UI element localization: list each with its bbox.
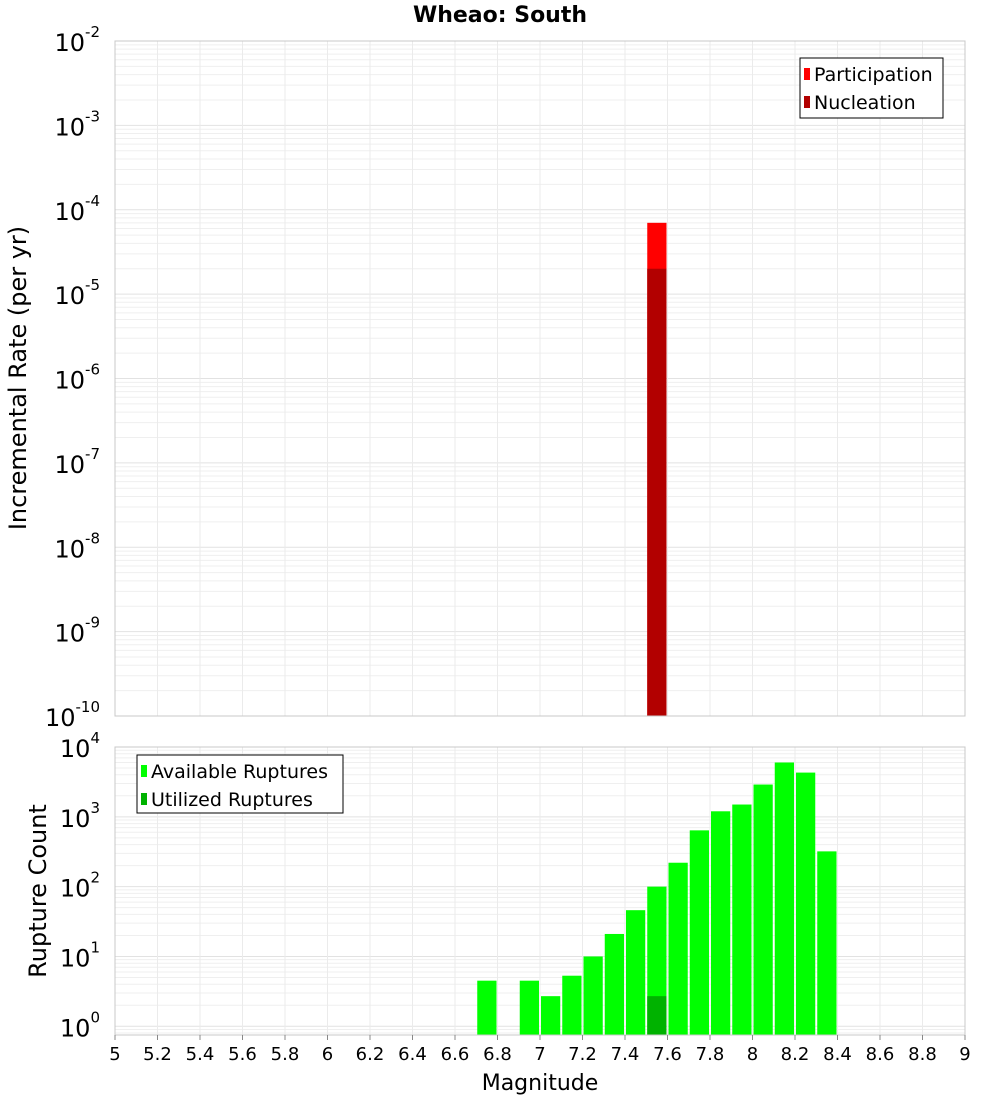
top-legend: Participation Nucleation [799, 57, 944, 119]
y-tick-label: 10-5 [54, 276, 100, 310]
x-tick-label: 5.8 [271, 1044, 300, 1065]
top-grid [114, 40, 966, 717]
bar [626, 910, 646, 1035]
bar [732, 804, 752, 1035]
legend-label: Nucleation [814, 92, 916, 114]
x-tick-label: 9 [959, 1044, 970, 1065]
bar [519, 980, 539, 1035]
y-tick-label: 10-8 [54, 529, 100, 563]
x-tick-label: 5.2 [143, 1044, 172, 1065]
top-bars [647, 222, 667, 716]
y-tick-label: 10-4 [54, 192, 100, 226]
legend-swatch [804, 68, 810, 80]
x-tick-label: 7.2 [568, 1044, 597, 1065]
bottom-legend: Available Ruptures Utilized Ruptures [136, 754, 344, 814]
y-tick-label: 10-6 [54, 361, 100, 395]
y-tick-label: 10-9 [54, 614, 100, 648]
bottom-y-axis-label: Rupture Count [24, 804, 52, 978]
y-tick-label: 104 [60, 729, 100, 763]
x-tick-label: 7.6 [653, 1044, 682, 1065]
legend-box [136, 754, 344, 814]
bar [689, 830, 709, 1035]
x-tick-label: 6.8 [483, 1044, 512, 1065]
legend-swatch [141, 793, 147, 805]
x-tick-label: 7.8 [696, 1044, 725, 1065]
x-tick-label: 8.4 [823, 1044, 852, 1065]
bar [711, 811, 731, 1035]
bar [477, 980, 497, 1035]
y-tick-label: 100 [60, 1008, 100, 1042]
x-tick-label: 7.4 [611, 1044, 640, 1065]
x-axis-label: Magnitude [482, 1071, 599, 1096]
x-tick-label: 6.4 [398, 1044, 427, 1065]
top-panel: 10-10 10-9 10-8 10-7 10-6 10-5 10-4 10-3 10-2 In… [4, 23, 966, 732]
legend-swatch [804, 96, 810, 108]
legend-box [799, 57, 944, 119]
bar [668, 862, 688, 1035]
x-tick-label: 8 [747, 1044, 758, 1065]
x-tick-label: 6.6 [441, 1044, 470, 1065]
x-tick-label: 6.2 [356, 1044, 385, 1065]
legend-label: Utilized Ruptures [151, 789, 313, 811]
x-tick-label: 6 [322, 1044, 333, 1065]
y-tick-label: 10-7 [54, 445, 100, 479]
x-ticks: 5 5.2 5.4 5.6 5.8 6 6.2 6.4 6.6 6.8 7 7.2 7.4 7.6 7.8 8… [109, 1035, 971, 1065]
x-tick-label: 8.2 [781, 1044, 810, 1065]
top-y-ticks: 10-10 10-9 10-8 10-7 10-6 10-5 10-4 10-3 10-2 [45, 23, 100, 732]
y-tick-label: 101 [60, 938, 100, 972]
bar [583, 956, 603, 1035]
bar [817, 851, 837, 1035]
bar [796, 772, 816, 1035]
x-tick-label: 5 [109, 1044, 120, 1065]
bar [541, 996, 561, 1035]
x-tick-label: 8.8 [908, 1044, 937, 1065]
top-plot-border [114, 40, 966, 717]
y-tick-label: 103 [60, 799, 100, 833]
chart-title: Wheao: South [413, 3, 587, 28]
y-tick-label: 10-3 [54, 107, 100, 141]
bar [604, 933, 624, 1035]
top-y-axis-label: Incremental Rate (per yr) [4, 226, 32, 530]
bottom-y-ticks: 100 101 102 103 104 [60, 729, 100, 1042]
x-tick-label: 8.6 [866, 1044, 895, 1065]
bar [647, 996, 667, 1035]
y-tick-label: 102 [60, 869, 100, 903]
y-tick-label: 10-2 [54, 23, 100, 57]
x-tick-label: 7 [534, 1044, 545, 1065]
y-tick-label: 10-10 [45, 698, 100, 732]
x-tick-label: 5.4 [186, 1044, 215, 1065]
legend-label: Available Ruptures [151, 761, 328, 783]
bar [647, 268, 667, 716]
bar [774, 762, 794, 1035]
bar [562, 975, 582, 1035]
bar [753, 784, 773, 1035]
legend-swatch [141, 765, 147, 777]
x-tick-label: 5.6 [228, 1044, 257, 1065]
legend-label: Participation [814, 64, 933, 86]
bottom-panel: 100 101 102 103 104 5 5.2 5.4 5.6 5.8 6 6.2 6.4 6.6 6… [24, 729, 971, 1096]
bottom-bars [477, 762, 837, 1035]
